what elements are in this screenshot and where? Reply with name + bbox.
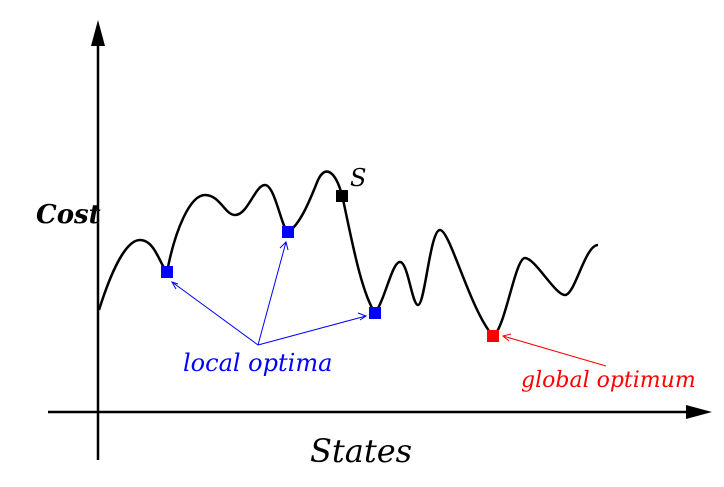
global-optimum-arrow bbox=[501, 333, 607, 367]
x-axis-arrowhead bbox=[686, 405, 712, 419]
x-axis-label: States bbox=[310, 432, 412, 470]
local-optima-arrows bbox=[170, 241, 368, 346]
local-optima-label: local optima bbox=[183, 349, 332, 377]
start-state-label: S bbox=[350, 164, 366, 192]
local-optimum-marker-3 bbox=[369, 307, 381, 319]
global-optimum-label: global optimum bbox=[521, 368, 696, 393]
y-axis-label: Cost bbox=[36, 200, 101, 230]
local-optimum-marker-2 bbox=[282, 226, 294, 238]
local-optimum-marker-1 bbox=[161, 266, 173, 278]
y-axis-arrowhead bbox=[91, 20, 105, 46]
global-optimum-marker bbox=[487, 330, 499, 342]
start-state-marker bbox=[336, 190, 348, 202]
cost-curve bbox=[97, 170, 599, 338]
